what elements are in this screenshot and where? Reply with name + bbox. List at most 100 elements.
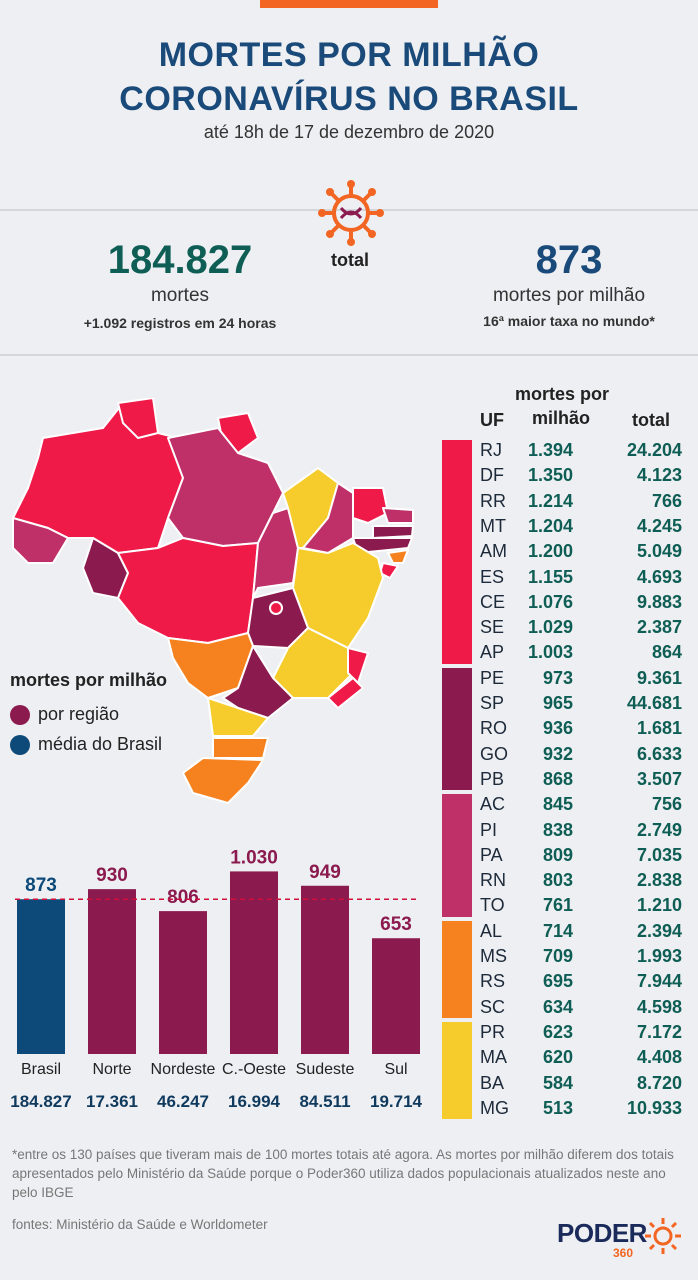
bar-coeste xyxy=(230,871,278,1054)
map-state-rr xyxy=(117,398,159,439)
bar-category-label: Brasil xyxy=(21,1061,61,1078)
row-per-million: 965 xyxy=(542,693,573,713)
row-per-million: 868 xyxy=(542,768,573,789)
legend-title: mortes por milhão xyxy=(10,670,168,690)
bar-category-label: Norte xyxy=(92,1061,131,1078)
row-per-million: 634 xyxy=(542,996,573,1017)
deaths-note: +1.092 registros em 24 horas xyxy=(83,315,277,331)
row-total: 44.681 xyxy=(626,693,682,713)
row-per-million: 695 xyxy=(542,971,573,992)
row-uf: AC xyxy=(480,794,506,815)
legend-label-brazil: média do Brasil xyxy=(38,734,163,754)
brazil-map xyxy=(12,398,414,804)
bar-sul xyxy=(372,938,420,1054)
row-uf: CE xyxy=(480,591,506,612)
logo-sub: 360 xyxy=(613,1246,634,1260)
per-million-note: 16ª maior taxa no mundo* xyxy=(483,313,655,329)
row-total: 4.598 xyxy=(636,996,682,1017)
divider-middle xyxy=(0,354,698,356)
bar-total-label: 46.247 xyxy=(157,1092,209,1111)
footnote: *entre os 130 países que tiveram mais de… xyxy=(12,1147,674,1200)
per-million-label: mortes por milhão xyxy=(492,285,646,306)
bar-value-label: 930 xyxy=(96,865,128,886)
row-per-million: 620 xyxy=(542,1047,573,1068)
table-row: MA 620 4.408 xyxy=(442,1047,698,1072)
row-per-million: 932 xyxy=(542,743,573,764)
row-total: 1.993 xyxy=(636,946,682,966)
table-row: TO 761 1.210 xyxy=(442,895,698,920)
legend-dot-region xyxy=(10,704,30,725)
table-header-uf: UF xyxy=(480,410,504,430)
table-row: SE 1.029 2.387 xyxy=(442,617,698,642)
bar-category-label: C.-Oeste xyxy=(222,1061,286,1078)
row-per-million: 1.214 xyxy=(527,490,573,511)
row-per-million: 1.076 xyxy=(527,591,573,612)
row-per-million: 838 xyxy=(542,819,573,840)
row-total: 1.681 xyxy=(636,718,682,739)
divider-top xyxy=(0,209,698,211)
per-million-value: 873 xyxy=(535,238,603,282)
row-per-million: 584 xyxy=(542,1072,573,1093)
row-total: 10.933 xyxy=(626,1097,682,1118)
row-total: 864 xyxy=(651,642,682,663)
map-state-es xyxy=(347,647,369,684)
row-total: 6.633 xyxy=(636,743,682,764)
table-row: AM 1.200 5.049 xyxy=(442,541,698,566)
map-state-al xyxy=(387,549,409,564)
row-per-million: 513 xyxy=(542,1097,573,1118)
row-total: 5.049 xyxy=(636,541,682,562)
bar-norte xyxy=(88,889,136,1054)
row-total: 2.394 xyxy=(636,920,682,941)
row-per-million: 714 xyxy=(542,920,573,941)
legend-label-region: por região xyxy=(38,704,120,724)
bar-total-label: 16.994 xyxy=(228,1092,281,1111)
sun-logo-icon xyxy=(645,1218,681,1254)
table-row: RS 695 7.944 xyxy=(442,971,698,996)
map-state-pr xyxy=(207,697,269,737)
table-row: PI 838 2.749 xyxy=(442,820,698,845)
row-per-million: 1.394 xyxy=(527,440,573,460)
row-uf: MS xyxy=(480,946,507,966)
row-uf: SC xyxy=(480,996,506,1017)
map-state-sc xyxy=(212,737,269,759)
bar-sudeste xyxy=(301,885,349,1054)
row-total: 4.693 xyxy=(636,566,682,587)
bar-brasil xyxy=(17,899,65,1054)
legend-dot-brazil xyxy=(10,734,30,755)
map-state-ac xyxy=(12,517,69,564)
bar-total-label: 184.827 xyxy=(10,1092,71,1111)
table-row: GO 932 6.633 xyxy=(442,744,698,769)
deaths-stat: 184.827 mortes +1.092 registros em 24 ho… xyxy=(60,238,300,331)
table-row: AC 845 756 xyxy=(442,794,698,819)
row-uf: AL xyxy=(480,920,503,941)
map-state-mt xyxy=(117,537,259,644)
row-per-million: 803 xyxy=(542,870,573,891)
bar-value-label: 653 xyxy=(380,914,412,935)
row-uf: MG xyxy=(480,1097,509,1118)
table-row: MG 513 10.933 xyxy=(442,1098,698,1123)
map-state-ce xyxy=(352,487,389,524)
deaths-total: 184.827 xyxy=(107,238,253,282)
map-state-rj xyxy=(327,677,364,709)
row-total: 7.035 xyxy=(636,844,682,865)
bar-category-label: Sudeste xyxy=(296,1061,355,1078)
table-row: PB 868 3.507 xyxy=(442,769,698,794)
row-per-million: 1.003 xyxy=(527,642,573,663)
row-per-million: 1.204 xyxy=(527,515,573,536)
row-per-million: 1.350 xyxy=(527,465,573,486)
deaths-label: mortes xyxy=(150,285,210,306)
row-total: 2.838 xyxy=(636,870,682,891)
bar-value-label: 873 xyxy=(25,875,57,896)
legend-item-region: por região xyxy=(10,704,119,725)
table-row: RJ 1.394 24.204 xyxy=(442,440,698,465)
map-state-df xyxy=(269,601,283,615)
bar-chart: 873 Brasil 184.827 930 Norte 17.361 806 Nordest… xyxy=(10,847,422,1111)
group-color-bar-yellow xyxy=(442,1021,472,1120)
row-total: 7.172 xyxy=(636,1021,682,1042)
row-uf: RS xyxy=(480,971,506,992)
bar-value-label: 806 xyxy=(167,887,199,908)
row-per-million: 845 xyxy=(542,794,573,815)
title-line-1: MORTES POR MILHÃO xyxy=(158,36,540,74)
row-uf: GO xyxy=(480,743,509,764)
map-state-pb xyxy=(372,525,414,539)
